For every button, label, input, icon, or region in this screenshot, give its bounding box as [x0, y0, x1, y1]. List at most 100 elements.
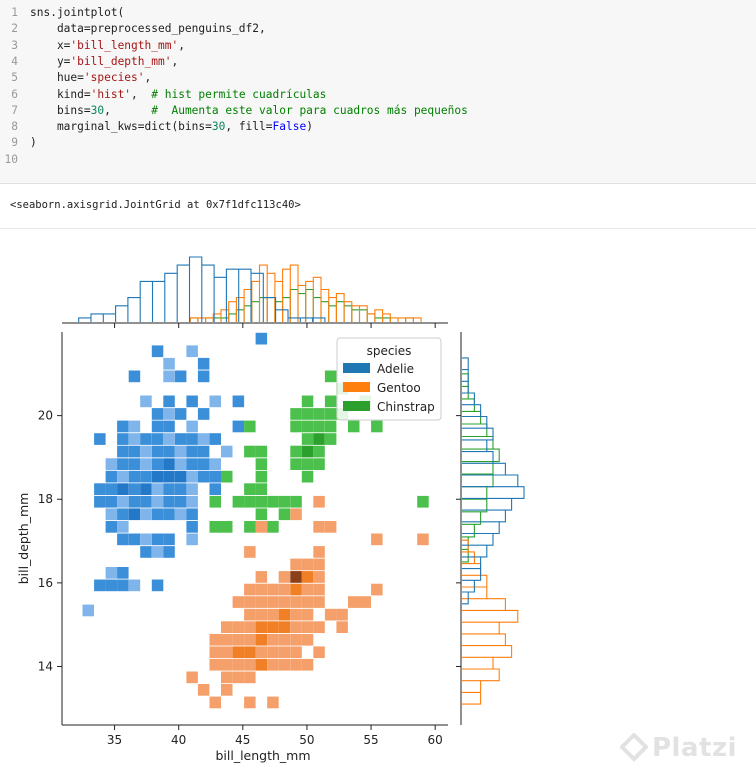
- hist2d-cell-adelie: [128, 508, 141, 521]
- hist2d-cell-gentoo: [336, 621, 348, 633]
- hist2d-cell-gentoo: [324, 521, 337, 533]
- hist2d-cell-chinstrap: [313, 445, 325, 458]
- hist2d-cell-adelie: [186, 345, 198, 358]
- hist2d-cell-gentoo: [209, 646, 221, 659]
- hist2d-cell-adelie: [197, 357, 210, 370]
- hist2d-cell-adelie: [151, 420, 164, 433]
- hist2d-cell-adelie: [151, 408, 164, 420]
- hist2d-cell-adelie: [151, 345, 164, 358]
- line-number: 8: [11, 120, 18, 134]
- line-number: 5: [11, 71, 18, 85]
- hist2d-cell-adelie: [186, 508, 198, 521]
- hist2d-cell-adelie: [163, 445, 175, 458]
- code-line: 3 x='bill_length_mm',: [0, 38, 756, 54]
- legend: species Adelie Gentoo Chinstrap: [336, 337, 442, 421]
- line-number: 6: [11, 87, 18, 101]
- code-token: sns.jointplot(: [30, 6, 125, 19]
- hist2d-cell-adelie: [163, 470, 175, 483]
- hist2d-cell-adelie: [163, 357, 175, 370]
- hist2d-cell-gentoo: [313, 546, 325, 558]
- hist2d-cell-adelie: [174, 508, 187, 521]
- hist2d-cell-chinstrap: [290, 408, 302, 420]
- hist2d-cell-adelie: [128, 533, 141, 546]
- hist2d-cell-adelie: [105, 458, 118, 470]
- hist2d-cell-gentoo: [221, 658, 233, 671]
- hist2d-cell-gentoo: [267, 608, 279, 621]
- hist2d-cell-adelie: [105, 470, 118, 483]
- hist2d-cell-adelie: [128, 483, 141, 495]
- hist2d-cell-chinstrap: [221, 521, 233, 533]
- hist2d-cell-gentoo: [371, 533, 383, 546]
- code-token: 30: [90, 103, 105, 117]
- hist2d-cell-adelie: [117, 458, 129, 470]
- hist2d-cell-adelie: [163, 420, 175, 433]
- hist2d-cell-gentoo: [209, 696, 221, 709]
- hist2d-cell-chinstrap: [244, 445, 256, 458]
- hist2d-cell-gentoo: [255, 633, 268, 646]
- hist2d-cell-adelie: [128, 433, 141, 445]
- code-token: ,: [178, 38, 185, 52]
- code-text: ): [30, 135, 37, 151]
- code-token: ,: [144, 71, 152, 85]
- hist2d-cell-chinstrap: [313, 433, 325, 445]
- hist2d-cell-adelie: [128, 445, 141, 458]
- hist2d-cell-adelie: [174, 483, 187, 495]
- hist2d-cell-gentoo: [278, 583, 291, 596]
- output-text: <seaborn.axisgrid.JointGrid at 0x7f1dfc1…: [10, 199, 301, 211]
- code-token: x=: [30, 38, 71, 52]
- code-token: ): [30, 136, 37, 150]
- code-token: False: [272, 120, 307, 134]
- hist2d-cell-gentoo: [267, 583, 279, 596]
- code-line: 6 kind='hist', # hist permite cuadrícula…: [0, 87, 756, 103]
- hist2d-cell-gentoo: [417, 533, 429, 546]
- hist2d-cell-adelie: [174, 458, 187, 470]
- hist2d-cell-chinstrap: [209, 521, 221, 533]
- hist2d-cell-adelie: [94, 483, 106, 495]
- y-tick-label: 16: [38, 576, 53, 590]
- code-line: 5 hue='species',: [0, 70, 756, 86]
- hist2d-cell-gentoo: [244, 658, 256, 671]
- hist2d-cell-adelie: [140, 495, 152, 508]
- code-line: 10: [0, 152, 756, 168]
- hist2d-cell-gentoo: [255, 596, 268, 608]
- hist2d-cell-gentoo: [278, 646, 291, 659]
- hist2d-cell-gentoo: [301, 633, 314, 646]
- line-number: 2: [11, 22, 18, 36]
- hist2d-cell-gentoo: [255, 658, 268, 671]
- hist2d-cell-gentoo: [290, 646, 302, 659]
- hist2d-cell-adelie: [209, 483, 221, 495]
- hist2d-cell-adelie: [163, 546, 175, 558]
- hist2d-cell-adelie: [163, 408, 175, 420]
- hist2d-cell-adelie: [82, 604, 94, 617]
- code-text: hue='species',: [30, 70, 151, 86]
- legend-swatch-gentoo: [343, 382, 370, 392]
- legend-swatch-chinstrap: [343, 401, 370, 411]
- hist2d-cell-adelie: [186, 470, 198, 483]
- hist2d-cell-adelie: [174, 445, 187, 458]
- hist2d-cell-gentoo: [278, 596, 291, 608]
- hist2d-cell-gentoo: [232, 658, 245, 671]
- hist2d-cell-adelie: [105, 567, 118, 579]
- code-cell[interactable]: 1 sns.jointplot(2 data=preprocessed_pengu…: [0, 0, 756, 184]
- code-token: y=: [30, 54, 71, 68]
- line-number: 4: [11, 54, 18, 68]
- hist2d-cell-chinstrap: [301, 470, 314, 483]
- code-text: marginal_kws=dict(bins=30, fill=False): [30, 119, 313, 135]
- hist2d-cell-chinstrap: [313, 408, 325, 420]
- hist2d-cell-chinstrap: [313, 420, 325, 433]
- hist2d-cell-chinstrap: [324, 433, 337, 445]
- hist2d-cell-gentoo: [209, 658, 221, 671]
- line-number: 7: [11, 103, 18, 117]
- hist2d-cell-gentoo: [359, 596, 371, 608]
- hist2d-cell-adelie: [163, 495, 175, 508]
- hist2d-cell-adelie: [232, 395, 245, 408]
- hist2d-cell-adelie: [186, 495, 198, 508]
- line-number: 10: [4, 152, 18, 166]
- hist2d-cell-gentoo: [348, 596, 360, 608]
- x-tick-label: 45: [235, 733, 250, 747]
- hist2d-cell-gentoo: [301, 583, 314, 596]
- hist2d-cell-adelie: [209, 458, 221, 470]
- hist2d-cell-adelie: [151, 508, 164, 521]
- hist2d-cell-gentoo: [267, 621, 279, 633]
- hist2d-cell-gentoo: [244, 671, 256, 684]
